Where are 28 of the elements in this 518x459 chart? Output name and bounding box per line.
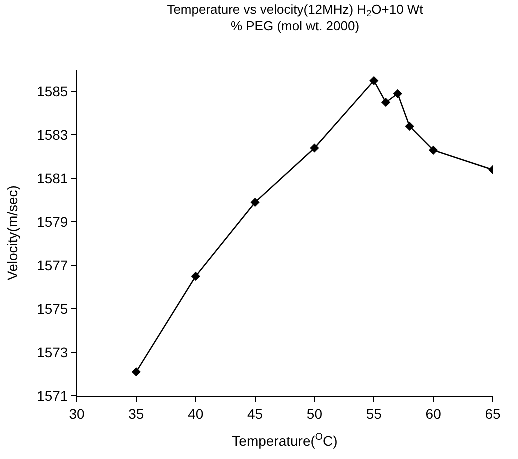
x-tick-label: 40: [188, 406, 204, 422]
x-tick-label: 30: [69, 406, 85, 422]
x-tick-label: 50: [306, 406, 323, 422]
y-tick-label: 1581: [37, 170, 68, 187]
point: [132, 368, 141, 377]
point: [310, 144, 320, 153]
y-axis-title: Velocity(m/sec): [4, 186, 21, 280]
point: [393, 89, 402, 98]
y-tick-label: 1579: [37, 214, 68, 230]
y-tick-label: 1585: [37, 84, 68, 100]
point: [429, 146, 438, 155]
point: [381, 98, 391, 108]
y-tick-label: 1583: [37, 127, 68, 144]
chart-title: Temperature vs velocity(12MHz) H$_{2}$O+10 Wt % PEG (mol wt. 2000): [167, 2, 424, 34]
x-tick-label: 45: [248, 406, 264, 422]
y-tick-label: 1577: [37, 258, 68, 274]
point: [370, 76, 379, 86]
x-tick-label: 65: [485, 406, 501, 422]
point: [250, 198, 260, 208]
y-tick-label: 1575: [37, 300, 68, 317]
y-tick-label: 1571: [37, 388, 68, 404]
x-tick-label: 35: [128, 406, 144, 422]
x-tick-label: 55: [366, 406, 382, 422]
point: [191, 272, 200, 282]
x-axis-title: Temperature($^{O}$C): [232, 432, 338, 450]
y-tick-label: 1573: [37, 344, 68, 360]
point: [405, 122, 414, 132]
x-tick-label: 60: [426, 406, 442, 422]
